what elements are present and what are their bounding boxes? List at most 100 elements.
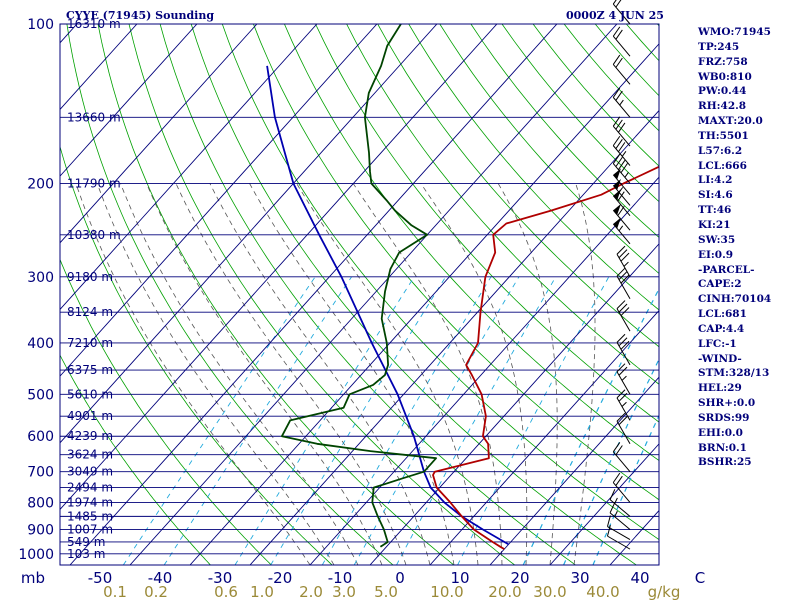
- wind-barb: [609, 502, 631, 530]
- height-label: 16310 m: [67, 17, 121, 31]
- pressure-tick-label: 1000: [18, 547, 54, 563]
- index-item: BRN:0.1: [698, 441, 747, 454]
- dry-adiabat: [221, 24, 659, 541]
- isotherm: [189, 43, 659, 565]
- isotherm: [429, 309, 659, 565]
- moist-adiabat: [96, 183, 335, 565]
- index-item: EI:0.9: [698, 248, 734, 261]
- index-item: SW:35: [698, 233, 736, 246]
- index-item: SHR+:0.0: [698, 397, 756, 410]
- temperature-tick-label: 30: [570, 569, 589, 587]
- moist-adiabat: [352, 183, 503, 565]
- temperature-tick-label: -10: [328, 569, 353, 587]
- isotherm: [60, 24, 258, 244]
- index-item: LI:4.2: [698, 174, 733, 187]
- pressure-tick-label: 900: [27, 523, 54, 539]
- dry-adiabat: [60, 354, 212, 565]
- dry-adiabat: [346, 24, 659, 385]
- temperature-tick-label: 40: [630, 569, 649, 587]
- mixing-ratio-line: [321, 276, 492, 565]
- mixing-ratio-label: 3.0: [332, 583, 356, 600]
- temperature-tick-label: -30: [208, 569, 233, 587]
- index-item: TT:46: [698, 204, 732, 217]
- mixing-ratio-line: [163, 276, 352, 565]
- index-item: BSHR:25: [698, 456, 752, 469]
- mixing-ratio-label: 0.6: [214, 583, 238, 600]
- wind-barb: [612, 54, 631, 85]
- pressure-tick-label: 700: [27, 465, 54, 481]
- wind-barb: [616, 333, 631, 366]
- index-item: KI:21: [698, 218, 731, 231]
- index-item: SI:4.6: [698, 189, 733, 202]
- pressure-tick-label: 500: [27, 387, 54, 403]
- mixing-ratio-line: [396, 276, 557, 565]
- index-item: L57:6.2: [698, 144, 743, 157]
- height-label: 2494 m: [67, 481, 113, 495]
- height-label: 5610 m: [67, 387, 113, 401]
- index-item: MAXT:20.0: [698, 115, 763, 128]
- height-label: 6375 m: [67, 363, 113, 377]
- dry-adiabat: [377, 24, 659, 348]
- mixing-ratio-line: [457, 276, 610, 565]
- dewpoint-line: [280, 24, 438, 548]
- mixing-ratio-line: [522, 287, 659, 565]
- index-item: EHI:0.0: [698, 426, 743, 439]
- pressure-tick-label: 400: [27, 336, 54, 352]
- dry-adiabat: [97, 24, 455, 565]
- index-item: TH:5501: [698, 129, 749, 142]
- height-label: 4239 m: [67, 429, 113, 443]
- wind-barb: [612, 26, 631, 57]
- moist-adiabat: [296, 183, 479, 565]
- index-item: CAP:4.4: [698, 322, 745, 335]
- isotherm: [69, 24, 558, 565]
- moist-adiabat: [249, 183, 455, 565]
- height-label: 1485 m: [67, 509, 113, 523]
- temperature-tick-label: -50: [88, 569, 113, 587]
- wind-barb: [612, 135, 631, 166]
- height-label: 10380 m: [67, 228, 121, 242]
- isotherm: [60, 24, 378, 377]
- mixing-ratio-line: [234, 276, 415, 565]
- moist-adiabat: [209, 183, 431, 565]
- pressure-tick-label: 600: [27, 429, 54, 445]
- height-label: 7210 m: [67, 336, 113, 350]
- mixing-ratio-label: 2.0: [299, 583, 323, 600]
- mixing-ratio-line: [122, 276, 316, 565]
- index-item: -PARCEL-: [698, 263, 755, 276]
- height-label: 11790 m: [67, 176, 121, 190]
- isotherm: [369, 243, 659, 565]
- dry-adiabat: [315, 24, 659, 423]
- height-label: 549 m: [67, 535, 105, 549]
- dry-adiabat: [128, 24, 516, 565]
- mixing-ratio-line: [592, 414, 659, 565]
- isotherm: [549, 443, 659, 565]
- isotherm: [309, 176, 659, 565]
- pressure-tick-label: 800: [27, 495, 54, 511]
- moist-adiabat: [573, 183, 596, 565]
- index-item: -WIND-: [698, 352, 742, 365]
- temperature-tick-label: mb: [21, 569, 45, 587]
- index-item: LCL:681: [698, 308, 747, 321]
- index-item: WB0:810: [698, 70, 752, 83]
- isotherm: [249, 109, 659, 565]
- isotherm: [60, 24, 198, 177]
- isotherm: [60, 24, 438, 444]
- dry-adiabat: [159, 24, 577, 565]
- dry-adiabat: [66, 24, 394, 565]
- height-label: 103 m: [67, 547, 105, 561]
- pressure-tick-label: 200: [27, 176, 54, 192]
- isotherm: [489, 376, 659, 565]
- mixing-ratio-label: 5.0: [374, 583, 398, 600]
- isotherm: [129, 24, 618, 565]
- pressure-axis: 100 200 300 400 500 600 700 800 900 1000: [18, 17, 54, 563]
- temperature-axis: mb -50 -40 -30 -20 -10 0 10 20 30 40 C: [21, 569, 705, 587]
- wind-barb: [616, 363, 631, 395]
- wind-barb: [612, 217, 631, 245]
- mixing-ratio-label: 40.0: [586, 583, 619, 600]
- isotherm: [60, 24, 498, 511]
- moist-adiabat: [497, 183, 558, 565]
- wind-barb: [606, 524, 631, 550]
- index-item: HEL:29: [698, 382, 742, 395]
- wind-barb: [612, 153, 631, 184]
- height-label: 1007 m: [67, 523, 113, 537]
